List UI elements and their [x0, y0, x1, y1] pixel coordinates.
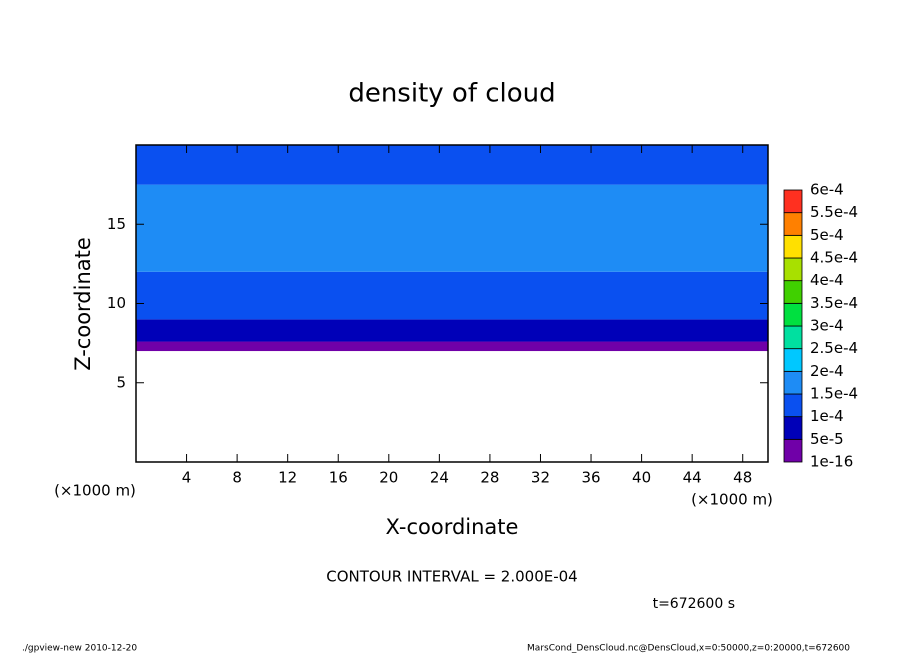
colorbar-label: 5.5e-4 — [810, 203, 858, 221]
colorbar-label: 6e-4 — [810, 181, 844, 199]
colorbar-box — [783, 280, 803, 304]
y-axis-label: Z-coordinate — [71, 237, 95, 371]
contour-interval: CONTOUR INTERVAL = 2.000E-04 — [326, 568, 577, 586]
x-tick-label: 8 — [232, 469, 242, 487]
x-tick-label: 48 — [733, 469, 752, 487]
colorbar-box — [783, 438, 803, 463]
colorbar-label: 1e-16 — [810, 453, 853, 471]
x-tick-label: 20 — [379, 469, 398, 487]
y-tick-label: 10 — [107, 294, 126, 312]
colorbar-box — [783, 325, 803, 350]
colorbar-label: 5e-4 — [810, 226, 844, 244]
x-axis-label: X-coordinate — [386, 515, 519, 539]
footer-right: MarsCond_DensCloud.nc@DensCloud,x=0:5000… — [527, 644, 850, 654]
colorbar-box — [783, 234, 803, 259]
colorbar-box — [783, 302, 803, 327]
colorbar-label: 1.5e-4 — [810, 385, 858, 403]
footer-left: ./gpview-new 2010-12-20 — [22, 644, 137, 654]
colorbar-label: 2e-4 — [810, 362, 844, 380]
contour-layer — [136, 341, 768, 352]
time-label: t=672600 s — [653, 596, 735, 612]
contour-layer — [136, 184, 768, 272]
colorbar-label: 1e-4 — [810, 407, 844, 425]
y-unit: (×1000 m) — [54, 482, 136, 500]
x-unit: (×1000 m) — [691, 491, 773, 509]
colorbar-label: 4.5e-4 — [810, 249, 858, 267]
x-tick-label: 12 — [278, 469, 297, 487]
colorbar-box — [783, 257, 803, 282]
colorbar-box — [783, 370, 803, 395]
contour-layer — [136, 271, 768, 320]
x-tick-label: 36 — [581, 469, 600, 487]
colorbar-label: 3.5e-4 — [810, 294, 858, 312]
y-tick-label: 5 — [116, 373, 126, 391]
x-tick-label: 4 — [182, 469, 192, 487]
colorbar-label: 3e-4 — [810, 317, 844, 335]
contour-layer — [136, 319, 768, 342]
chart-title: density of cloud — [348, 79, 555, 109]
colorbar-box — [783, 348, 803, 372]
colorbar-box — [783, 416, 803, 440]
x-tick-label: 16 — [329, 469, 348, 487]
colorbar-label: 4e-4 — [810, 271, 844, 289]
x-tick-label: 24 — [430, 469, 449, 487]
x-tick-label: 44 — [683, 469, 702, 487]
colorbar-box — [783, 212, 803, 236]
x-tick-label: 28 — [480, 469, 499, 487]
colorbar-box — [783, 189, 803, 214]
contour-layer — [136, 145, 768, 185]
x-tick-label: 40 — [632, 469, 651, 487]
y-tick-label: 15 — [107, 215, 126, 233]
colorbar-label: 2.5e-4 — [810, 339, 858, 357]
x-tick-label: 32 — [531, 469, 550, 487]
colorbar-label: 5e-5 — [810, 430, 844, 448]
colorbar-box — [783, 393, 803, 418]
